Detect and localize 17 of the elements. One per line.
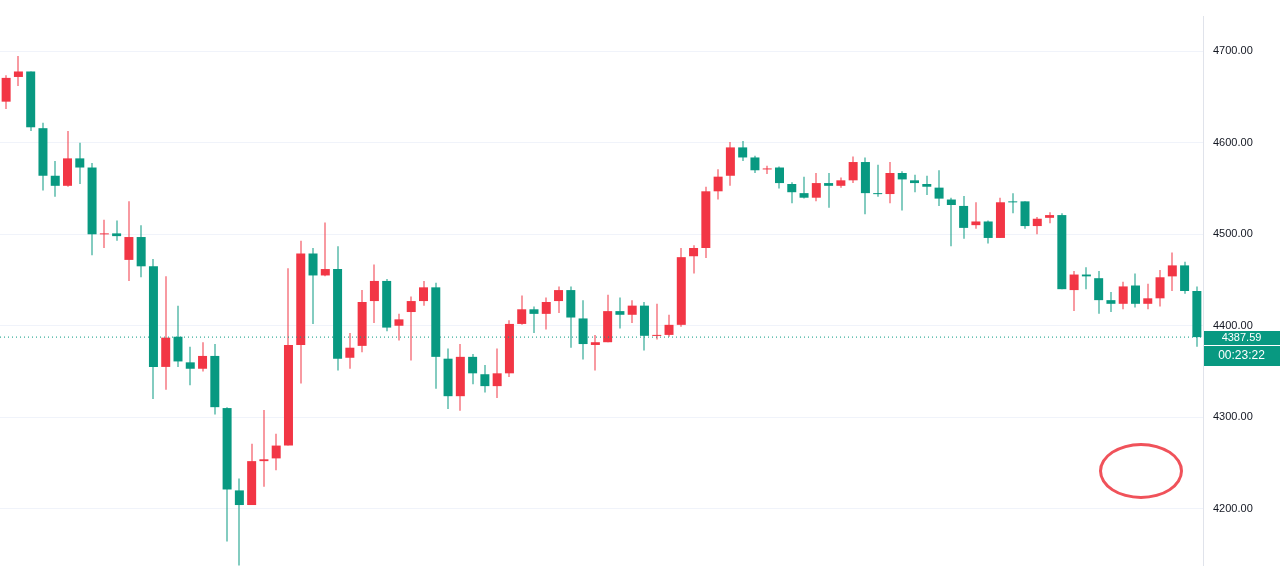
y-tick-label: 4300.00 — [1213, 410, 1253, 423]
candlestick — [652, 303, 662, 340]
y-tick-label: 4400.00 — [1213, 318, 1253, 331]
candlestick — [259, 409, 269, 487]
candlestick — [873, 164, 883, 197]
y-tick-label: 4200.00 — [1213, 501, 1253, 514]
candlestick — [99, 219, 109, 249]
text: 00:23:22 — [1218, 348, 1266, 363]
candlestick — [1008, 193, 1018, 214]
ref-line-label: 4387.59 — [1221, 331, 1262, 344]
candlestick — [946, 197, 956, 247]
candlestick — [615, 297, 625, 329]
y-tick-label: 4700.00 — [1213, 44, 1253, 57]
y-tick-label: 4500.00 — [1213, 227, 1253, 240]
y-tick-label: 4600.00 — [1213, 135, 1253, 148]
candlestick — [590, 334, 600, 371]
candlestick — [824, 173, 834, 208]
